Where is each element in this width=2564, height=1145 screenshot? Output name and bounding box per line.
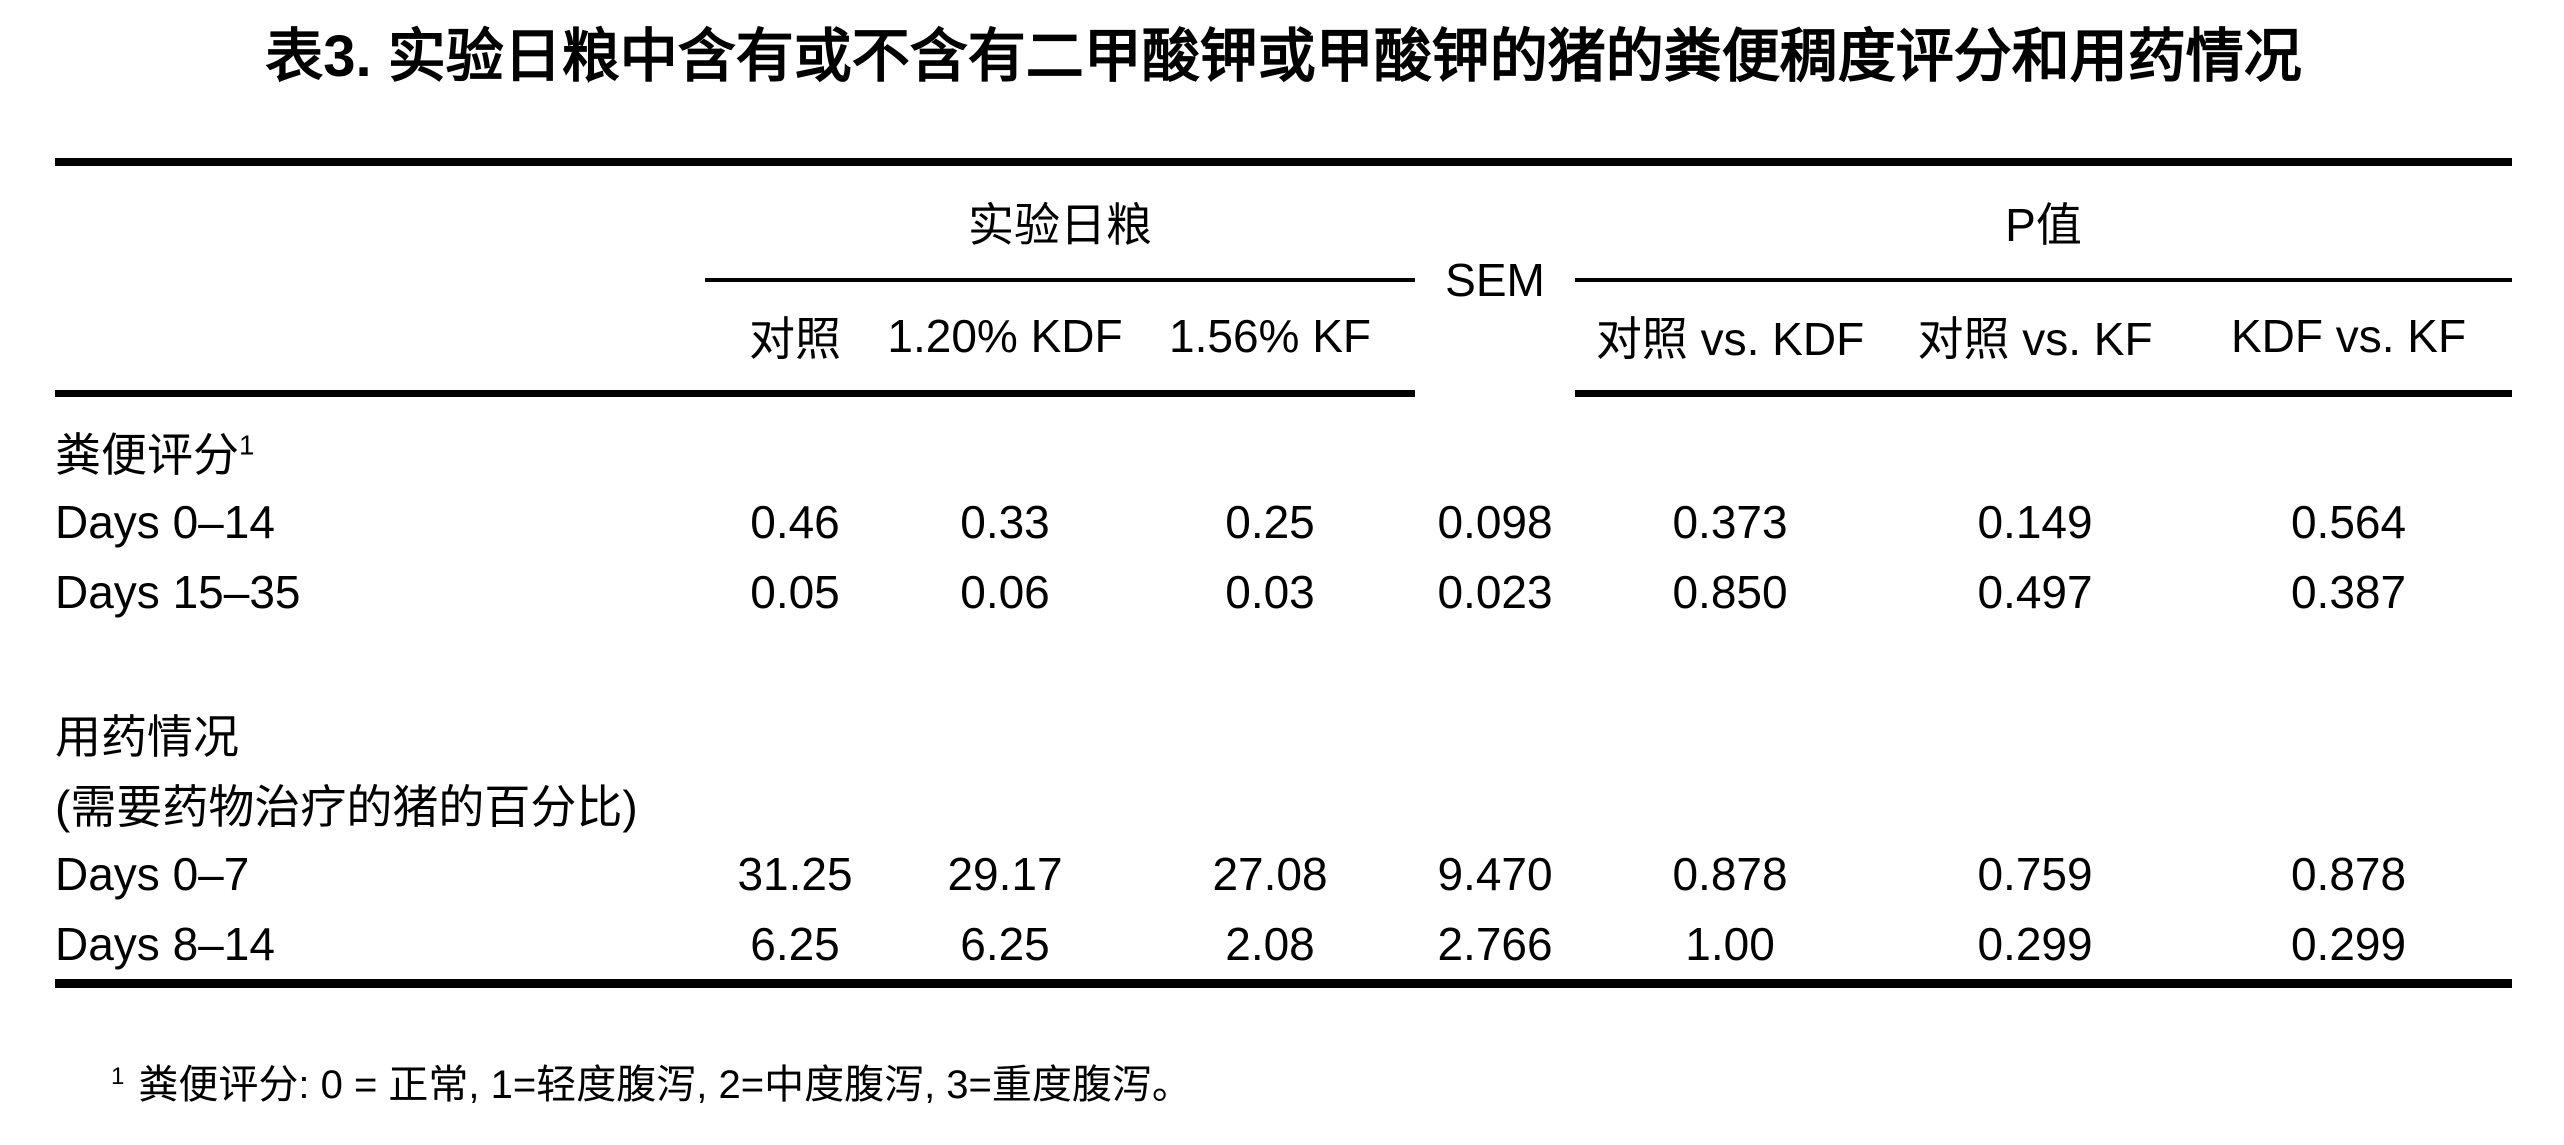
table-row-days-8-14: Days 8–14 6.25 6.25 2.08 2.766 1.00 0.29… <box>55 909 2512 984</box>
value-cell: 0.878 <box>2290 848 2407 900</box>
page: 表3. 实验日粮中含有或不含有二甲酸钾或甲酸钾的猪的粪便稠度评分和用药情况 实验… <box>0 24 2513 1107</box>
table-body: 粪便评分1 Days 0–14 0.46 0.33 0.25 0.098 0.3… <box>55 394 2512 984</box>
row-label: Days 0–7 <box>55 848 250 900</box>
value-cell: 2.08 <box>1225 918 1315 970</box>
value-cell: 0.023 <box>1437 566 1553 618</box>
value-cell: 0.299 <box>1977 918 2093 970</box>
spacer-row <box>55 627 2512 699</box>
header-column-row: 对照 1.20% KDF 1.56% KF 对照 vs. KDF 对照 vs. … <box>55 280 2513 397</box>
value-cell: 0.497 <box>1977 566 2093 618</box>
footnote-text: 粪便评分: 0 = 正常, 1=轻度腹泻, 2=中度腹泻, 3=重度腹泻。 <box>138 1063 1192 1107</box>
data-table: 实验日粮 SEM P值 对照 1.20% KDF 1.56% KF 对照 vs.… <box>55 158 2513 988</box>
row-label: Days 15–35 <box>55 566 301 618</box>
table-row-fecal-score-section: 粪便评分1 <box>55 394 2512 488</box>
value-cell: 0.25 <box>1225 496 1315 548</box>
value-cell: 0.373 <box>1672 496 1788 548</box>
value-cell: 0.46 <box>750 496 840 548</box>
value-cell: 6.25 <box>960 918 1050 970</box>
footnote-marker: 1 <box>111 1062 125 1090</box>
section-label: 粪便评分 <box>55 429 239 481</box>
table-header: 实验日粮 SEM P值 对照 1.20% KDF 1.56% KF 对照 vs.… <box>55 162 2513 397</box>
value-cell: 0.149 <box>1977 496 2093 548</box>
value-cell: 0.098 <box>1437 496 1553 548</box>
col-group-pvalue: P值 <box>1575 162 2513 282</box>
value-cell: 9.470 <box>1437 848 1553 900</box>
footnote-ref: 1 <box>239 429 255 461</box>
row-label: Days 0–14 <box>55 496 275 548</box>
value-cell: 0.33 <box>960 496 1050 548</box>
value-cell: 0.299 <box>2290 918 2407 970</box>
table-row-days-0-7: Days 0–7 31.25 29.17 27.08 9.470 0.878 0… <box>55 839 2512 909</box>
col-header-control-vs-kf: 对照 vs. KF <box>1885 280 2186 397</box>
row-label: 粪便评分1 <box>55 394 2512 488</box>
col-header-control: 对照 <box>705 280 885 397</box>
table-row-days-0-14: Days 0–14 0.46 0.33 0.25 0.098 0.373 0.1… <box>55 487 2512 557</box>
table-title: 表3. 实验日粮中含有或不含有二甲酸钾或甲酸钾的猪的粪便稠度评分和用药情况 <box>265 24 2302 89</box>
col-header-sem: SEM <box>1445 253 1545 306</box>
value-cell: 6.25 <box>750 918 840 970</box>
value-cell: 1.00 <box>1685 918 1775 970</box>
value-cell: 29.17 <box>947 848 1063 900</box>
table-row-days-15-35: Days 15–35 0.05 0.06 0.03 0.023 0.850 0.… <box>55 557 2512 627</box>
col-header-kdf: 1.20% KDF <box>885 280 1125 397</box>
value-cell: 31.25 <box>737 848 853 900</box>
spacer-cell <box>55 627 2512 699</box>
value-cell: 0.878 <box>1672 848 1788 900</box>
row-label: 用药情况 <box>55 711 239 763</box>
col-header-control-vs-kdf: 对照 vs. KDF <box>1575 280 1886 397</box>
corner-cell <box>55 162 705 280</box>
header-group-row: 实验日粮 SEM P值 <box>55 162 2513 306</box>
value-cell: 0.03 <box>1225 566 1315 618</box>
col-header-kf: 1.56% KF <box>1125 280 1416 397</box>
footnote: 1 粪便评分: 0 = 正常, 1=轻度腹泻, 2=中度腹泻, 3=重度腹泻。 <box>111 1063 2512 1107</box>
value-cell: 0.06 <box>960 566 1050 618</box>
value-cell: 0.05 <box>750 566 840 618</box>
value-cell: 0.850 <box>1672 566 1788 618</box>
value-cell: 2.766 <box>1437 918 1553 970</box>
value-cell: 0.759 <box>1977 848 2093 900</box>
value-cell: 0.564 <box>2290 496 2407 548</box>
row-label: (需要药物治疗的猪的百分比) <box>55 781 638 833</box>
corner-cell <box>55 280 705 397</box>
table-row-medication-section: 用药情况 <box>55 699 2512 769</box>
row-label: Days 8–14 <box>55 918 275 970</box>
table-row-medication-subtitle: (需要药物治疗的猪的百分比) <box>55 769 2512 839</box>
value-cell: 27.08 <box>1212 848 1328 900</box>
value-cell: 0.387 <box>2290 566 2407 618</box>
col-group-diet: 实验日粮 <box>705 162 1416 282</box>
col-header-kdf-vs-kf: KDF vs. KF <box>2185 280 2513 397</box>
